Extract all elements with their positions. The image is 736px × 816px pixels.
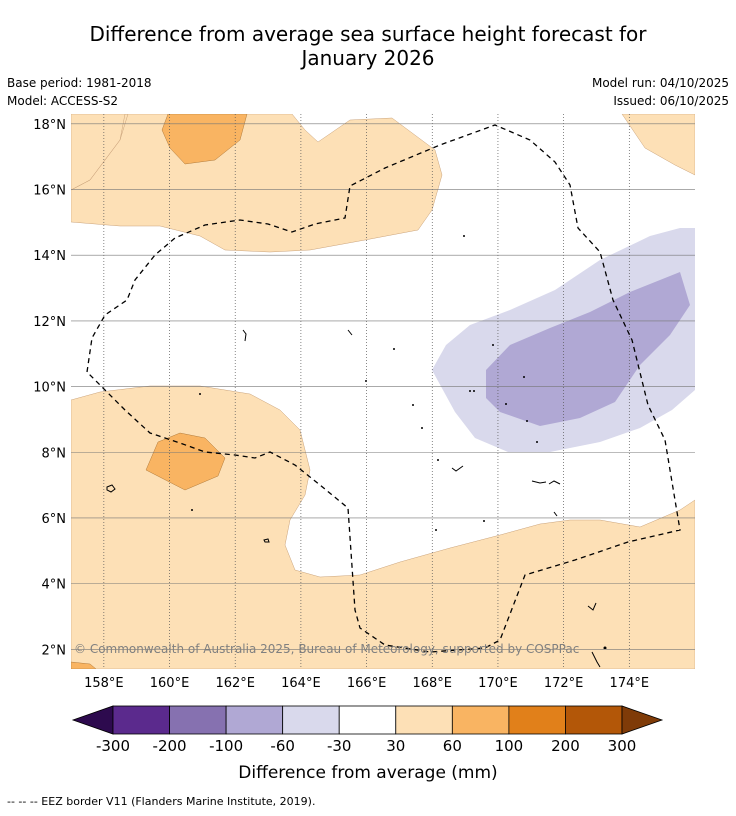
colorbar-cell — [225, 705, 284, 735]
colorbar: -300 -200 -100 -60 -30 30 60 100 200 300 Differen… — [71, 705, 664, 783]
colorbar-tick-label: 200 — [551, 737, 580, 755]
longitude-tick-label: 164°E — [281, 676, 321, 691]
longitude-axis-labels: 158°E 160°E 162°E 164°E 166°E 168°E 170°E 172°E… — [84, 676, 649, 691]
anomaly-region-corner-60 — [71, 661, 97, 669]
latitude-axis-labels: 18°N 16°N 14°N 12°N 10°N 8°N 6°N 4°N 2°N — [33, 118, 66, 658]
latitude-tick-label: 18°N — [33, 118, 66, 133]
colorbar-cells — [112, 705, 623, 735]
eez-legend-note: -- -- -- EEZ border V11 (Flanders Marine… — [7, 795, 316, 808]
longitude-gridlines — [103, 114, 630, 669]
meta-left: Base period: 1981-2018 Model: ACCESS-S2 — [7, 74, 152, 110]
latitude-tick-label: 14°N — [33, 249, 66, 264]
latitude-tick-label: 4°N — [42, 578, 67, 593]
colorbar-label: Difference from average (mm) — [238, 763, 497, 783]
base-period: Base period: 1981-2018 — [7, 76, 152, 90]
colorbar-cell — [565, 705, 623, 735]
longitude-tick-label: 168°E — [412, 676, 452, 691]
colorbar-cell — [169, 705, 227, 735]
colorbar-cell — [282, 705, 340, 735]
anomaly-region-southwest-60 — [145, 432, 226, 491]
title-line-2: January 2026 — [301, 46, 435, 70]
colorbar-tick-label: -300 — [96, 737, 130, 755]
model-name: Model: ACCESS-S2 — [7, 94, 119, 108]
colorbar-cell — [395, 705, 453, 735]
latitude-tick-label: 8°N — [42, 446, 67, 461]
latitude-tick-label: 2°N — [42, 643, 67, 658]
colorbar-cell — [112, 705, 170, 735]
colorbar-tick-labels: -300 -200 -100 -60 -30 30 60 100 200 300 — [96, 737, 636, 755]
title-line-1: Difference from average sea surface heig… — [89, 22, 647, 46]
colorbar-tick-label: 30 — [386, 737, 405, 755]
colorbar-tick-label: -200 — [153, 737, 187, 755]
latitude-tick-label: 6°N — [42, 512, 67, 527]
longitude-tick-label: 158°E — [84, 676, 124, 691]
longitude-tick-label: 172°E — [544, 676, 584, 691]
anomaly-region-north-60 — [161, 114, 248, 165]
latitude-gridlines — [71, 123, 695, 650]
latitude-tick-label: 16°N — [33, 184, 66, 199]
meta-right: Model run: 04/10/2025 Issued: 06/10/2025 — [592, 74, 729, 110]
colorbar-tick-label: -100 — [209, 737, 243, 755]
longitude-tick-label: 174°E — [610, 676, 650, 691]
issued-date: Issued: 06/10/2025 — [613, 94, 729, 108]
eez-border — [86, 124, 681, 653]
model-run: Model run: 04/10/2025 — [591, 76, 729, 90]
latitude-tick-label: 12°N — [33, 315, 66, 330]
map-plot-area: © Commonwealth of Australia 2025, Bureau… — [71, 114, 695, 669]
colorbar-tick-label: 100 — [495, 737, 524, 755]
colorbar-tick-label: -30 — [327, 737, 352, 755]
anomaly-region-southwest — [71, 385, 695, 669]
colorbar-tick-label: -60 — [270, 737, 295, 755]
longitude-tick-label: 162°E — [215, 676, 255, 691]
anomaly-region-east-strong — [486, 272, 690, 426]
longitude-tick-label: 166°E — [347, 676, 387, 691]
longitude-tick-label: 170°E — [478, 676, 518, 691]
colorbar-underflow-triangle — [71, 705, 114, 735]
longitude-tick-label: 160°E — [150, 676, 190, 691]
colorbar-cell — [338, 705, 397, 735]
anomaly-region-northeast — [621, 114, 695, 176]
colorbar-overflow-triangle — [621, 705, 664, 735]
anomaly-region-north — [71, 114, 443, 253]
island-dots — [191, 235, 607, 650]
copyright-notice: © Commonwealth of Australia 2025, Bureau… — [74, 642, 579, 656]
colorbar-cell — [508, 705, 566, 735]
colorbar-tick-label: 60 — [443, 737, 462, 755]
colorbar-tick-label: 300 — [608, 737, 637, 755]
island-outlines — [106, 329, 601, 668]
latitude-tick-label: 10°N — [33, 381, 66, 396]
chart-title: Difference from average sea surface heig… — [0, 22, 736, 70]
colorbar-cell — [451, 705, 510, 735]
